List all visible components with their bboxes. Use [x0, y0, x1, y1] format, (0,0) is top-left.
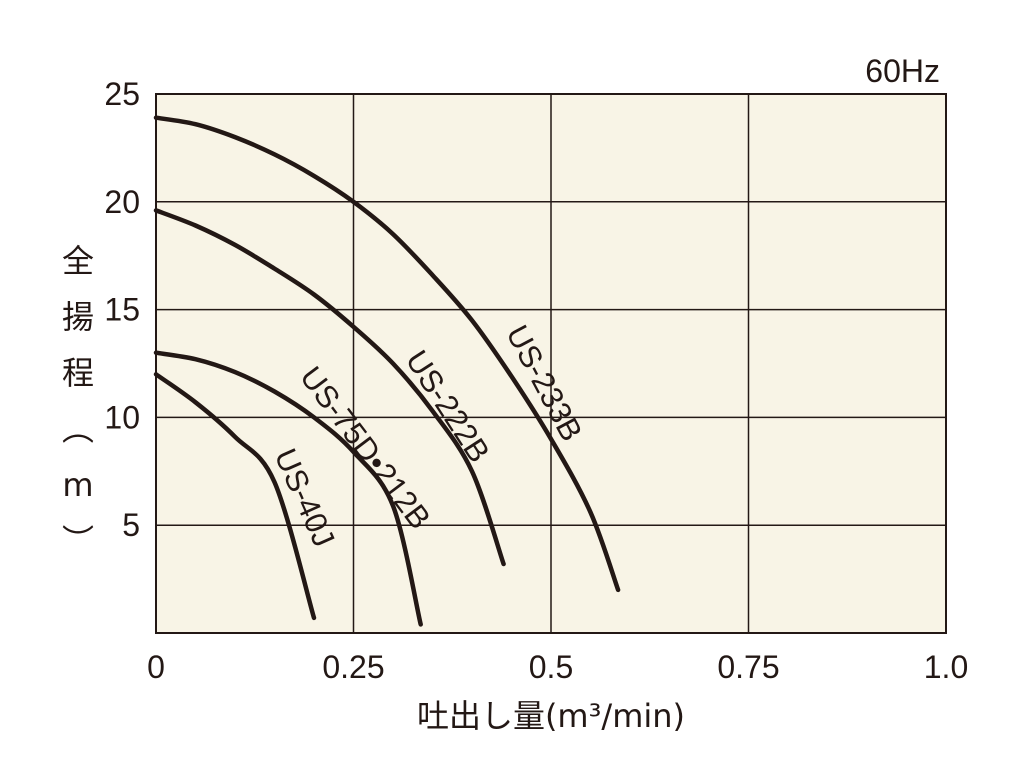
performance-curves	[153, 115, 621, 627]
curve-us-75d-212b	[153, 350, 423, 627]
x-tick-label: 0.5	[529, 649, 573, 685]
y-tick-label: 5	[122, 507, 140, 543]
curve-us-233b	[153, 115, 621, 593]
grid-lines	[156, 94, 946, 633]
x-axis-ticks: 0 0.25 0.5 0.75 1.0	[147, 649, 968, 685]
x-tick-label: 0.75	[717, 649, 779, 685]
y-axis-ticks: 5 10 15 20 25	[104, 76, 140, 543]
x-axis-title: 吐出し量(m³/min)	[417, 697, 685, 735]
y-tick-label: 25	[104, 76, 140, 112]
y-tick-label: 15	[104, 292, 140, 328]
y-axis-title: 全揚程︵ m ︶	[62, 242, 94, 560]
curve-us-222b	[153, 208, 506, 567]
curve-us-40j	[153, 372, 317, 621]
frequency-annotation: 60Hz	[865, 53, 940, 89]
x-tick-label: 1.0	[924, 649, 968, 685]
x-tick-label: 0.25	[322, 649, 384, 685]
y-tick-label: 20	[104, 184, 140, 220]
y-tick-label: 10	[104, 399, 140, 435]
x-tick-label: 0	[147, 649, 165, 685]
